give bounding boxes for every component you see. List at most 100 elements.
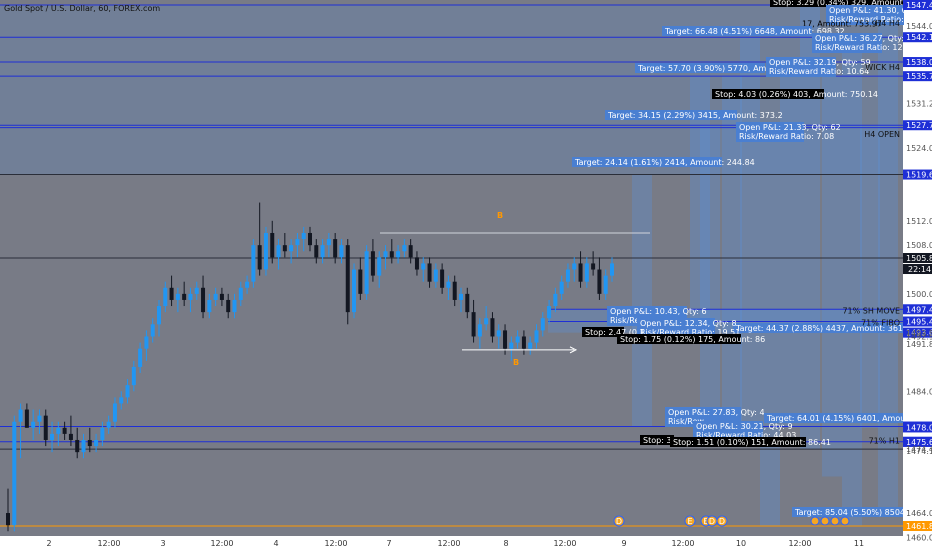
candle[interactable] — [138, 342, 143, 374]
candle[interactable] — [194, 281, 199, 300]
pnl-label-box[interactable] — [637, 318, 715, 338]
stop-label-box[interactable] — [770, 0, 904, 7]
candle[interactable] — [591, 251, 596, 276]
candle[interactable] — [289, 239, 294, 264]
candle[interactable] — [276, 239, 281, 270]
candle[interactable] — [169, 275, 174, 307]
stop-label-box[interactable] — [670, 437, 806, 447]
candle[interactable] — [364, 245, 369, 300]
candle[interactable] — [226, 293, 231, 319]
event-circle[interactable] — [810, 516, 820, 526]
candle[interactable] — [207, 293, 212, 319]
candle[interactable] — [131, 360, 136, 392]
candle[interactable] — [389, 239, 394, 264]
price-badge[interactable] — [903, 422, 932, 433]
candle[interactable] — [68, 415, 73, 447]
candle[interactable] — [559, 275, 564, 300]
candle[interactable] — [81, 433, 86, 459]
target-label-box[interactable] — [733, 323, 903, 333]
candle[interactable] — [578, 251, 583, 288]
candle[interactable] — [112, 397, 117, 428]
candle[interactable] — [534, 324, 539, 349]
candle[interactable] — [572, 257, 577, 282]
candle[interactable] — [314, 239, 319, 264]
candle[interactable] — [402, 239, 407, 258]
event-circle[interactable] — [830, 516, 840, 526]
target-label-box[interactable] — [572, 157, 722, 167]
candle[interactable] — [24, 403, 29, 428]
candle[interactable] — [465, 287, 470, 319]
candle[interactable] — [370, 239, 375, 282]
candle[interactable] — [352, 263, 357, 319]
candle[interactable] — [358, 257, 363, 300]
pnl-label-box[interactable] — [736, 122, 804, 142]
candle[interactable] — [175, 287, 180, 313]
price-axis[interactable] — [903, 0, 932, 550]
candle[interactable] — [584, 257, 589, 288]
candle[interactable] — [245, 275, 250, 294]
price-badge[interactable] — [903, 120, 932, 131]
candle[interactable] — [31, 409, 36, 440]
candle[interactable] — [56, 421, 61, 447]
candle[interactable] — [515, 330, 520, 349]
candle[interactable] — [452, 275, 457, 307]
candle[interactable] — [251, 239, 256, 288]
candle[interactable] — [257, 202, 262, 276]
price-badge[interactable] — [903, 304, 932, 315]
candle[interactable] — [521, 330, 526, 355]
event-icon[interactable]: E — [684, 515, 696, 527]
candle[interactable] — [377, 251, 382, 288]
candle[interactable] — [119, 391, 124, 410]
candle[interactable] — [232, 293, 237, 319]
candle[interactable] — [471, 299, 476, 343]
stop-label-box[interactable] — [617, 334, 741, 344]
horizontal-levels[interactable] — [0, 4, 903, 527]
candle[interactable] — [50, 421, 55, 453]
price-badge[interactable] — [903, 253, 932, 264]
candle[interactable] — [433, 263, 438, 288]
candle[interactable] — [308, 226, 312, 252]
candle[interactable] — [408, 239, 413, 264]
candle[interactable] — [421, 257, 426, 282]
stop-label-box[interactable] — [640, 435, 674, 445]
event-icon[interactable]: D — [706, 515, 718, 527]
time-axis[interactable] — [0, 536, 903, 550]
price-badge[interactable] — [903, 521, 932, 531]
candle[interactable] — [383, 245, 388, 270]
candle[interactable] — [157, 299, 161, 337]
candle[interactable] — [87, 427, 92, 453]
pnl-label-box[interactable] — [826, 5, 904, 25]
target-label-box[interactable] — [764, 413, 903, 423]
candle[interactable] — [201, 275, 206, 319]
candle[interactable] — [238, 281, 243, 307]
candle[interactable] — [414, 251, 419, 276]
candle[interactable] — [477, 318, 482, 349]
candle[interactable] — [263, 226, 268, 276]
event-circle[interactable] — [840, 516, 850, 526]
candle[interactable] — [100, 421, 105, 447]
pnl-label-box[interactable] — [766, 57, 836, 77]
candle[interactable] — [213, 287, 218, 307]
stop-label-box[interactable] — [582, 327, 624, 337]
candle[interactable] — [62, 421, 67, 440]
candle[interactable] — [528, 336, 533, 355]
event-icon[interactable]: D — [716, 515, 728, 527]
price-badge[interactable] — [903, 0, 932, 10]
candle[interactable] — [320, 239, 325, 264]
candle[interactable] — [188, 287, 193, 313]
candle[interactable] — [163, 281, 168, 313]
candle[interactable] — [490, 312, 495, 343]
candle[interactable] — [603, 269, 608, 300]
candle[interactable] — [427, 257, 432, 288]
candle[interactable] — [125, 379, 130, 404]
candle[interactable] — [219, 287, 224, 307]
candle[interactable] — [94, 433, 99, 453]
candle[interactable] — [496, 324, 501, 349]
candle[interactable] — [597, 257, 602, 300]
price-badge[interactable] — [903, 436, 932, 447]
target-label-box[interactable] — [605, 110, 737, 120]
candle[interactable] — [326, 232, 331, 258]
candle[interactable] — [37, 409, 42, 434]
